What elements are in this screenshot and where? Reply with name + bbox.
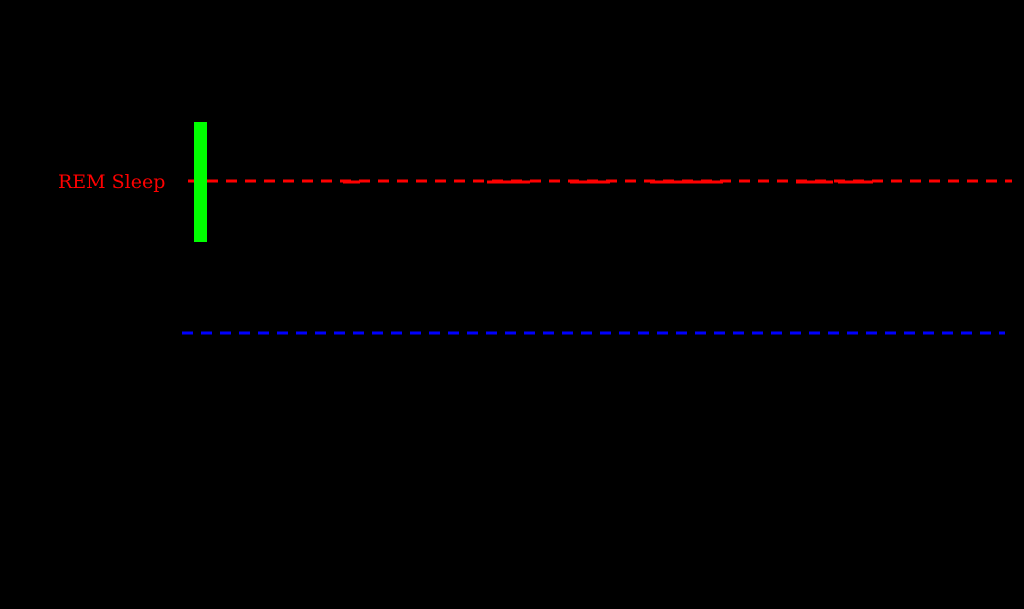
rem-sleep-label: REM Sleep (58, 171, 166, 193)
current-position-marker[interactable] (194, 122, 207, 242)
